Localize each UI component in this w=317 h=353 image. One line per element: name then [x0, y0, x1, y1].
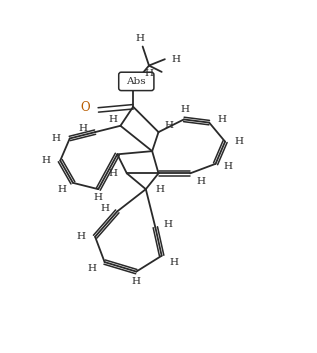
- Text: H: H: [197, 177, 205, 186]
- Text: H: H: [100, 204, 109, 213]
- Text: H: H: [94, 193, 103, 202]
- Text: H: H: [171, 55, 180, 64]
- Text: H: H: [223, 162, 232, 172]
- Text: H: H: [77, 232, 86, 241]
- Text: H: H: [165, 121, 174, 130]
- Text: H: H: [155, 185, 164, 194]
- Text: H: H: [42, 156, 51, 165]
- Text: H: H: [170, 258, 178, 267]
- Text: H: H: [163, 220, 172, 228]
- Text: H: H: [108, 115, 117, 124]
- Text: H: H: [78, 125, 87, 133]
- FancyBboxPatch shape: [119, 72, 154, 91]
- Text: O: O: [81, 101, 90, 114]
- Text: H: H: [181, 106, 190, 114]
- Text: H: H: [108, 169, 117, 178]
- Text: H: H: [217, 115, 226, 124]
- Text: H: H: [51, 134, 60, 143]
- Text: H: H: [58, 185, 67, 194]
- Text: H: H: [145, 69, 154, 78]
- Text: Abs: Abs: [126, 77, 146, 86]
- Text: H: H: [235, 137, 243, 146]
- Text: H: H: [88, 264, 97, 273]
- Text: H: H: [132, 277, 141, 286]
- Text: H: H: [135, 34, 144, 43]
